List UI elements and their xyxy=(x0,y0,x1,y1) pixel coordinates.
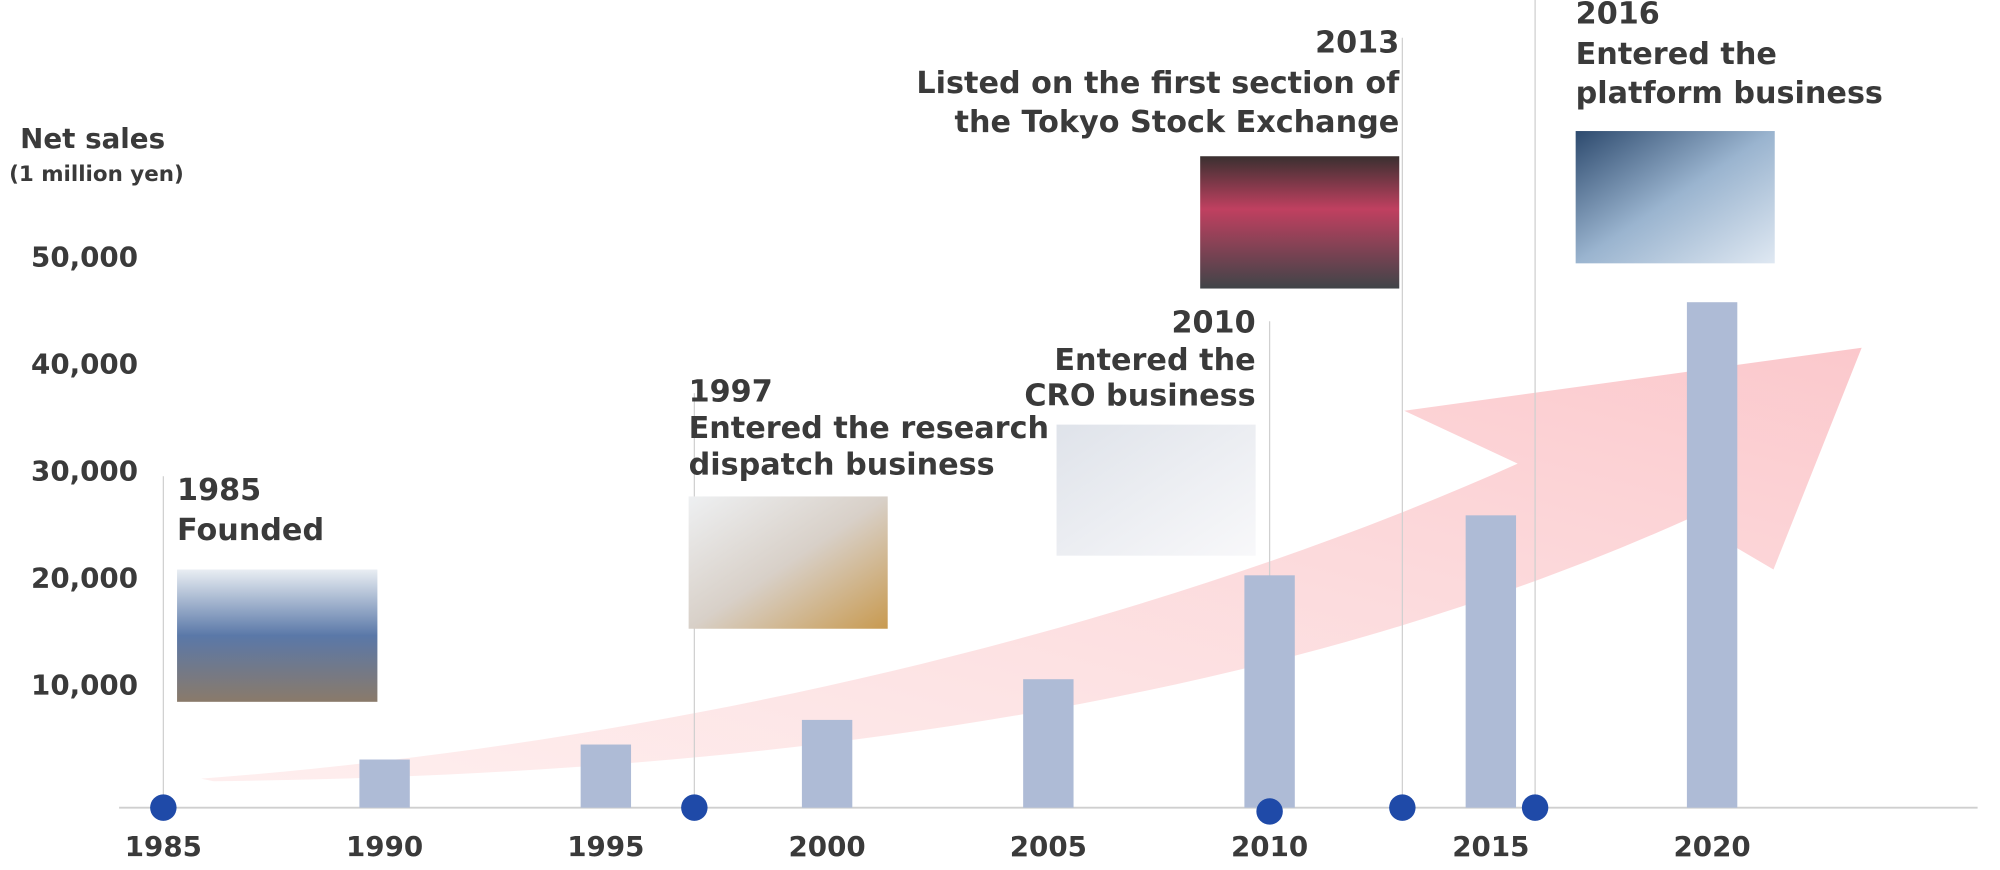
x-tick-label: 2015 xyxy=(1452,830,1529,863)
x-tick-label: 1985 xyxy=(125,830,202,863)
event-marker xyxy=(1521,794,1549,821)
event-text: Entered the research xyxy=(689,411,1049,446)
event-text: Listed on the first section of xyxy=(916,66,1400,101)
event-image xyxy=(1200,156,1400,289)
x-tick-label: 2005 xyxy=(1010,830,1087,863)
x-tick-label: 1995 xyxy=(567,830,644,863)
event-image xyxy=(1056,424,1256,556)
y-axis-unit: (1 million yen) xyxy=(9,162,184,187)
event-text: Entered the xyxy=(1576,37,1777,72)
x-tick-label: 1990 xyxy=(346,830,423,863)
y-tick-label: 20,000 xyxy=(31,562,138,595)
event-year: 1997 xyxy=(689,375,773,410)
event-text: the Tokyo Stock Exchange xyxy=(955,105,1400,140)
x-tick-label: 2010 xyxy=(1231,830,1308,863)
event-year: 2013 xyxy=(1315,26,1399,61)
bar xyxy=(1465,515,1517,808)
y-tick-label: 10,000 xyxy=(31,669,138,702)
event-text: dispatch business xyxy=(689,448,995,483)
y-tick-label: 30,000 xyxy=(31,455,138,488)
event-text: Founded xyxy=(177,513,324,548)
y-tick-label: 50,000 xyxy=(31,240,138,273)
event-marker xyxy=(150,794,177,821)
bar xyxy=(1686,302,1738,808)
event-year: 2010 xyxy=(1171,305,1255,340)
event-marker xyxy=(1389,794,1416,821)
bar xyxy=(801,719,853,808)
event-text: platform business xyxy=(1576,76,1883,111)
plot-area: Net sales (1 million yen) 10,000 20,000 30… xyxy=(9,0,1978,863)
bar xyxy=(1244,575,1295,808)
bar xyxy=(1023,679,1074,808)
event-image xyxy=(1575,131,1775,264)
bar xyxy=(359,759,410,808)
event-year: 2016 xyxy=(1576,0,1660,32)
event-marker xyxy=(1256,798,1283,825)
event-year: 1985 xyxy=(177,473,261,508)
event-image xyxy=(177,569,378,702)
y-tick-label: 40,000 xyxy=(31,347,138,380)
bar xyxy=(580,744,632,808)
x-tick-label: 2020 xyxy=(1674,830,1751,863)
event-marker xyxy=(681,794,708,821)
event-text: CRO business xyxy=(1024,378,1255,413)
y-axis-label: Net sales xyxy=(20,122,165,155)
x-tick-label: 2000 xyxy=(789,830,866,863)
event-image xyxy=(688,496,888,629)
event-text: Entered the xyxy=(1054,343,1255,378)
